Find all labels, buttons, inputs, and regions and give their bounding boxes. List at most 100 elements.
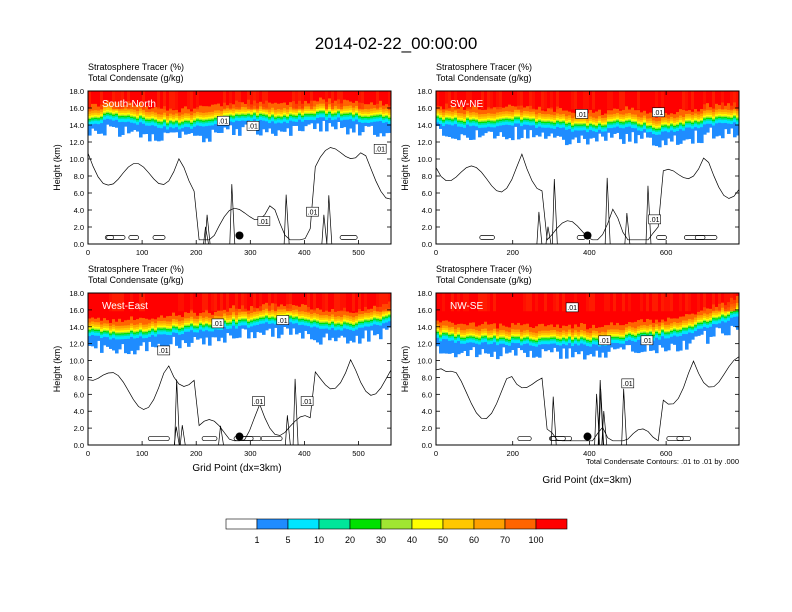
tracer-column [451,91,455,139]
tracer-column [457,91,461,141]
colorbar-swatch [318,518,351,530]
y-axis-label: Height (km) [52,346,62,393]
panel-sw-ne: Stratosphere Tracer (%) Total Condensate… [400,62,740,257]
tracer-column [283,91,287,132]
tracer-column [598,91,602,134]
tracer-column [589,91,593,139]
tracer-column [232,293,236,339]
tracer-column [658,293,662,346]
x-tick-label: 500 [352,248,365,257]
tracer-column [145,293,149,352]
tracer-column [160,293,164,351]
tracer-column [262,293,266,335]
tracer-column [601,293,605,353]
x-tick-label: 300 [244,248,257,257]
tracer-column [220,91,224,133]
tracer-column [556,293,560,352]
tracer-column [379,91,383,134]
tracer-column [94,293,98,349]
tracer-column [358,91,362,136]
tracer-column [274,91,278,136]
condensate-contour [88,147,391,244]
tracer-column [499,91,503,133]
tracer-column [529,293,533,351]
tracer-column [148,293,152,342]
y-tick-label: 14.0 [69,121,84,130]
tracer-column [181,293,185,341]
y-tick-label: 4.0 [74,407,84,416]
tracer-column [100,91,104,134]
tracer-column [115,293,119,354]
panel-subtitle-tracer: Stratosphere Tracer (%) [436,264,532,274]
tracer-column [733,293,737,327]
tracer-column [175,91,179,133]
tracer-column [298,293,302,333]
tracer-column [271,91,275,134]
tracer-column [157,293,161,344]
x-tick-label: 0 [86,248,90,257]
tracer-column [310,91,314,124]
tracer-column [208,293,212,346]
tracer-column [388,293,391,328]
y-axis-label: Height (km) [400,144,410,191]
tracer-column [688,91,692,139]
contour-label: .01 [565,302,579,313]
y-tick-label: 8.0 [422,373,432,382]
tracer-column [490,293,494,357]
tracer-column [526,91,530,139]
tracer-column [490,91,494,132]
tracer-column [664,91,668,146]
tracer-column [337,293,341,338]
tracer-column [382,91,386,137]
tracer-column [178,293,182,349]
svg-text:.01: .01 [248,124,258,131]
tracer-column [229,293,233,336]
tracer-column [730,91,734,129]
y-tick-label: 6.0 [422,189,432,198]
tracer-column [679,293,683,351]
x-tick-label: 400 [583,449,596,458]
tracer-column [103,91,107,136]
panel-subtitle-tracer: Stratosphere Tracer (%) [88,264,184,274]
tracer-column [493,293,497,352]
tracer-column [646,91,650,138]
tracer-column [481,91,485,136]
tracer-column [511,293,515,351]
tracer-column [295,293,299,335]
tracer-column [325,293,329,334]
colorbar-swatch [442,518,475,530]
tracer-column [682,293,686,341]
tracer-column [472,91,476,140]
panel-subtitle-condensate: Total Condensate (g/kg) [436,73,532,83]
tracer-column [334,91,338,130]
tracer-column [592,91,596,138]
svg-text:.01: .01 [642,338,652,345]
tracer-column [118,293,122,350]
tracer-column [103,293,107,346]
colorbar-label: 1 [254,535,259,545]
tracer-column [604,293,608,358]
tracer-column [127,91,131,134]
tracer-column [196,91,200,136]
tracer-column [331,293,335,338]
tracer-column [229,91,233,126]
svg-text:.01: .01 [159,348,169,355]
contour-label: .01 [211,318,225,328]
tracer-column [625,293,629,346]
tracer-column [589,293,593,355]
tracer-column [499,293,503,357]
tracer-column [697,293,701,336]
x-tick-label: 300 [244,449,257,458]
tracer-column [559,91,563,137]
tracer-column [727,91,731,134]
tracer-column [301,293,305,339]
tracer-column [289,91,293,136]
tracer-column [712,91,716,139]
tracer-column [322,91,326,121]
location-marker [235,231,244,240]
tracer-column [442,91,446,136]
tracer-column [172,293,176,337]
tracer-column [304,91,308,127]
tracer-column [310,293,314,340]
colorbar-label: 50 [438,535,448,545]
